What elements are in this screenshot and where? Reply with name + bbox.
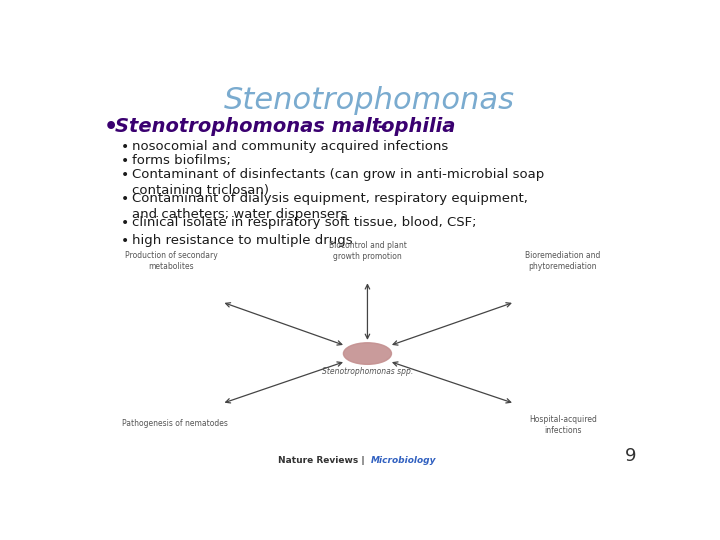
Text: –: – [371,117,387,136]
Text: •: • [121,215,130,230]
Text: 9: 9 [625,447,636,465]
Text: •: • [121,154,130,168]
Text: clinical isolate in respiratory soft tissue, blood, CSF;: clinical isolate in respiratory soft tis… [132,215,477,229]
Text: Nature Reviews |: Nature Reviews | [278,456,367,465]
Text: high resistance to multiple drugs: high resistance to multiple drugs [132,234,353,247]
Text: Stenotrophomonas spp.: Stenotrophomonas spp. [322,367,413,376]
Text: •: • [121,168,130,182]
Ellipse shape [343,343,392,364]
Text: Contaminant of disinfectants (can grow in anti-microbial soap
containing triclos: Contaminant of disinfectants (can grow i… [132,168,544,198]
Text: Contaminant of dialysis equipment, respiratory equipment,
and catheters; water d: Contaminant of dialysis equipment, respi… [132,192,528,221]
Text: Production of secondary
metabolites: Production of secondary metabolites [125,251,217,271]
Text: •: • [121,192,130,206]
Text: Stenotrophomonas: Stenotrophomonas [223,86,515,116]
Text: Biocontrol and plant
growth promotion: Biocontrol and plant growth promotion [328,241,406,261]
Text: •: • [121,140,130,154]
Text: Hospital-acquired
infections: Hospital-acquired infections [528,415,597,435]
Text: Stenotrophomonas maltophilia: Stenotrophomonas maltophilia [114,117,455,136]
Text: •: • [104,117,118,137]
Text: Pathogenesis of nematodes: Pathogenesis of nematodes [122,419,228,428]
Text: •: • [121,234,130,248]
Text: nosocomial and community acquired infections: nosocomial and community acquired infect… [132,140,448,153]
Text: forms biofilms;: forms biofilms; [132,154,230,167]
Text: Microbiology: Microbiology [371,456,436,465]
Text: Bioremediation and
phytoremediation: Bioremediation and phytoremediation [525,251,600,271]
